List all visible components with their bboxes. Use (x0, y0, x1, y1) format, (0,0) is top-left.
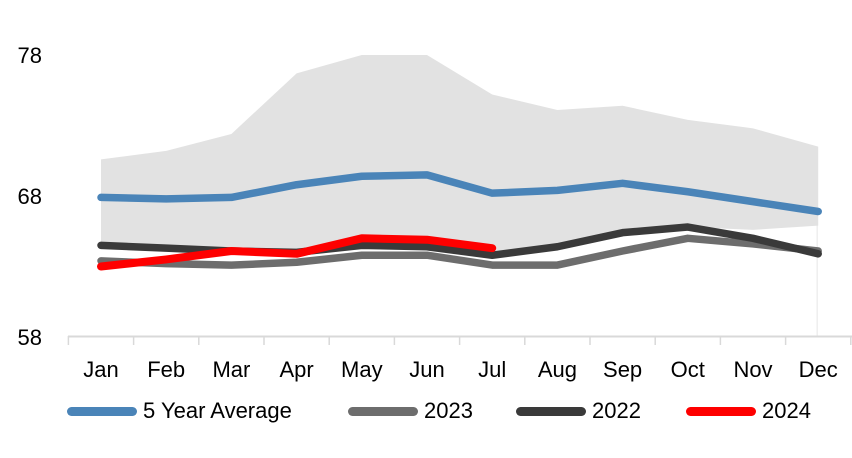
x-axis-label-mar: Mar (212, 357, 250, 382)
legend-item-2022: 2022 (516, 398, 641, 424)
legend-label-2022: 2022 (592, 398, 641, 423)
x-axis-label-aug: Aug (538, 357, 577, 382)
x-axis-label-may: May (341, 357, 383, 382)
x-axis-label-jul: Jul (478, 357, 506, 382)
y-axis-label: 68 (18, 184, 42, 209)
x-axis-label-jun: Jun (409, 357, 444, 382)
chart-legend: 5 Year Average 2023 2022 2024 (0, 398, 852, 428)
x-axis-label-feb: Feb (147, 357, 185, 382)
x-axis-label-nov: Nov (733, 357, 772, 382)
x-axis-label-apr: Apr (279, 357, 313, 382)
legend-label-5-year-average: 5 Year Average (143, 398, 292, 423)
legend-label-2023: 2023 (424, 398, 473, 423)
y-axis-label: 58 (18, 325, 42, 350)
legend-swatch-5-year-average (67, 406, 137, 416)
legend-item-2024: 2024 (686, 398, 811, 424)
y-axis-label: 78 (18, 43, 42, 68)
legend-swatch-2024 (686, 406, 756, 416)
legend-swatch-2023 (348, 406, 418, 416)
x-axis-label-jan: Jan (83, 357, 118, 382)
x-axis-label-oct: Oct (671, 357, 705, 382)
legend-item-5-year-average: 5 Year Average (67, 398, 292, 424)
x-axis-label-dec: Dec (799, 357, 838, 382)
x-axis-label-sep: Sep (603, 357, 642, 382)
legend-swatch-2022 (516, 406, 586, 416)
line-5-year-average (97, 171, 822, 216)
line-2024 (97, 234, 497, 271)
legend-label-2024: 2024 (762, 398, 811, 423)
range-band (101, 55, 819, 254)
line-2023 (97, 234, 822, 269)
legend-item-2023: 2023 (348, 398, 473, 424)
